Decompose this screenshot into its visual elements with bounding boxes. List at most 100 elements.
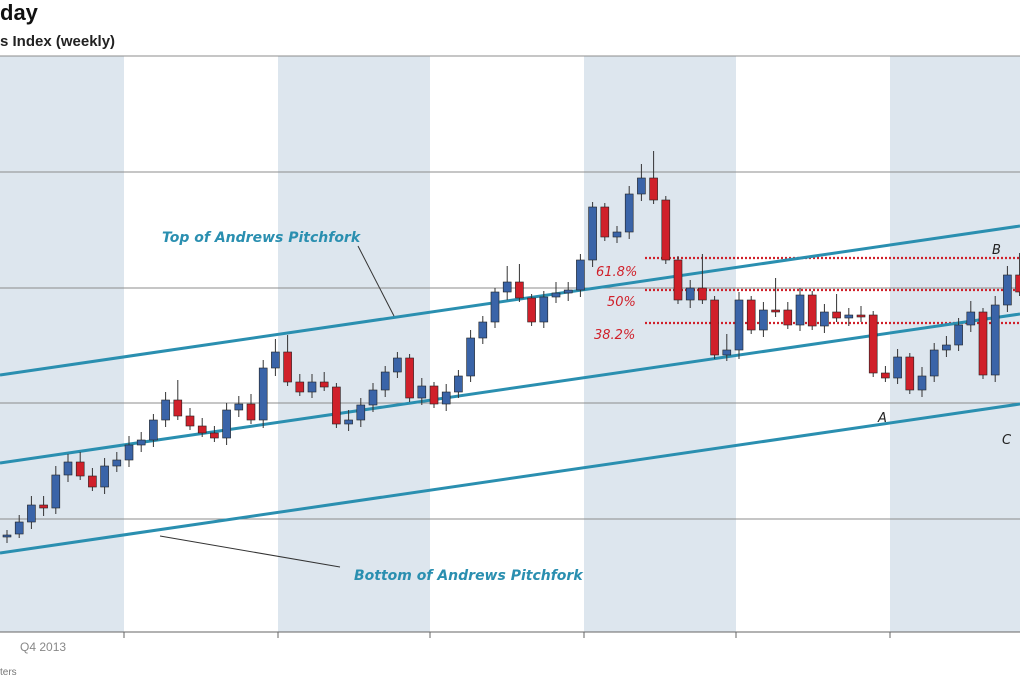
candle-up — [344, 410, 353, 431]
candle-body — [356, 404, 366, 421]
candle-body — [710, 299, 719, 356]
candle-body — [600, 206, 610, 238]
candle-body — [1015, 274, 1020, 293]
pitchfork-top-line — [0, 224, 1020, 377]
candle-up — [588, 202, 597, 267]
candle-body — [283, 351, 292, 383]
candle-up — [149, 414, 158, 447]
candle-body — [185, 415, 195, 427]
candle-body — [197, 425, 207, 434]
candle-up — [576, 254, 585, 297]
candle-up — [466, 330, 475, 382]
quarter-band — [278, 56, 430, 632]
candle-up — [63, 454, 73, 482]
candle-body — [807, 294, 817, 327]
chart-subtitle: s Index (weekly) — [0, 33, 115, 50]
candle-body — [258, 367, 268, 421]
candle-up — [417, 378, 427, 405]
candle-body — [893, 356, 902, 379]
candle-up — [161, 392, 170, 427]
candle-body — [771, 309, 780, 313]
point-a-label: A — [877, 411, 887, 426]
candle-down — [332, 383, 341, 428]
candle-up — [722, 334, 732, 361]
candle-up — [51, 466, 61, 514]
candle-up — [2, 530, 12, 543]
candle-up — [637, 164, 646, 201]
candle-down — [283, 335, 292, 386]
candle-up — [380, 366, 390, 397]
candle-body — [942, 344, 951, 351]
candle-down — [197, 418, 207, 437]
candle-body — [759, 309, 768, 331]
candle-body — [820, 311, 829, 327]
candle-body — [661, 199, 671, 261]
candle-down — [905, 353, 915, 394]
candle-up — [112, 452, 122, 472]
candle-body — [905, 356, 915, 391]
candle-body — [832, 311, 841, 319]
candle-body — [417, 385, 427, 399]
x-tick-label-q4-2013: Q4 2013 — [20, 640, 66, 654]
point-c-label: C — [1002, 433, 1012, 448]
bottom-pitchfork-label: Bottom of Andrews Pitchfork — [354, 568, 584, 584]
candle-up — [490, 288, 500, 328]
candle-body — [966, 311, 976, 326]
candle-body — [380, 371, 390, 391]
candle-down — [710, 296, 719, 359]
candle-body — [210, 432, 219, 439]
candle-body — [917, 375, 927, 391]
candle-body — [1003, 274, 1012, 306]
candle-down — [405, 354, 414, 402]
candle-body — [844, 314, 854, 319]
candle-down — [881, 366, 890, 382]
candle-body — [746, 299, 756, 331]
candle-body — [63, 461, 73, 476]
candle-down — [295, 374, 305, 396]
candle-body — [51, 474, 61, 509]
candle-down — [527, 294, 536, 326]
candle-down — [661, 196, 671, 264]
candle-body — [722, 349, 732, 356]
candle-up — [820, 304, 829, 333]
candle-body — [344, 419, 353, 425]
candle-up — [844, 308, 854, 326]
candle-body — [332, 386, 341, 425]
candle-body — [75, 461, 85, 477]
candle-down — [88, 468, 97, 491]
candle-body — [563, 289, 573, 294]
bottom-pitchfork-leader-line — [159, 535, 341, 568]
candle-body — [502, 281, 512, 293]
candle-up — [258, 360, 268, 428]
fib-618-label: 61.8% — [596, 265, 637, 280]
candle-down — [39, 496, 48, 516]
shaded-quarter-bands — [0, 56, 1020, 632]
candle-down — [746, 296, 756, 334]
candle-body — [576, 259, 585, 291]
candle-down — [75, 452, 85, 480]
candle-down — [429, 382, 439, 408]
chart-title: day — [0, 0, 39, 25]
candle-body — [734, 299, 744, 351]
candle-down — [783, 302, 793, 329]
candle-up — [14, 515, 24, 538]
candle-body — [173, 399, 183, 417]
candle-down — [246, 394, 256, 424]
candle-up — [27, 496, 36, 529]
candle-body — [551, 292, 561, 298]
candle-body — [393, 357, 402, 373]
fib-50-label: 50% — [607, 295, 636, 310]
source-note: ters — [0, 667, 17, 678]
candle-up — [454, 370, 463, 398]
candle-down — [649, 151, 658, 204]
candle-down — [978, 308, 988, 379]
fib-382-label: 38.2% — [594, 328, 635, 343]
candle-up — [271, 339, 280, 376]
candle-body — [14, 521, 24, 535]
candle-body — [161, 399, 170, 421]
candle-body — [515, 281, 524, 299]
candle-body — [954, 324, 963, 346]
candle-up — [124, 436, 134, 467]
candle-body — [112, 459, 122, 467]
